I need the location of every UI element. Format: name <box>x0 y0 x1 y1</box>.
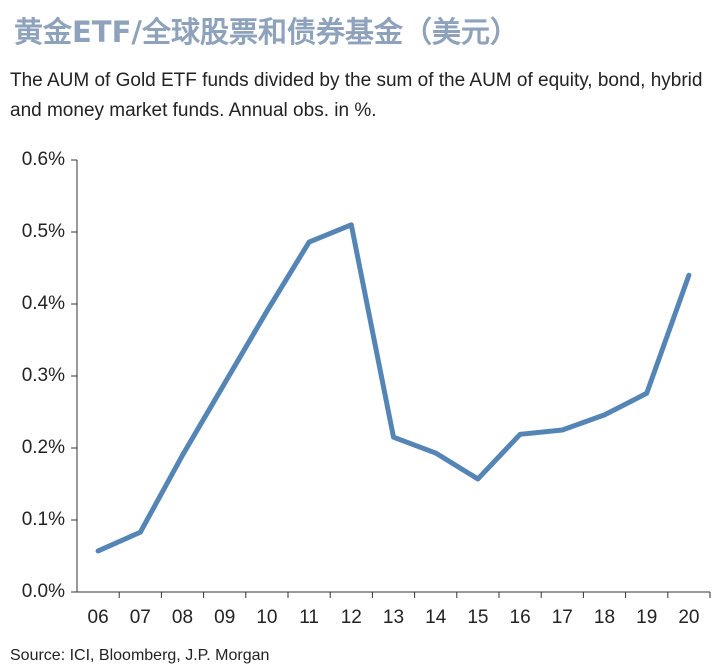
y-tick-label: 0.2% <box>22 437 65 458</box>
x-tick-label: 16 <box>510 607 531 628</box>
y-tick-label: 0.0% <box>22 581 65 602</box>
chart-title: 黄金ETF/全球股票和债券基金（美元） <box>14 15 519 49</box>
x-tick-label: 19 <box>636 607 657 628</box>
x-tick-label: 13 <box>383 607 404 628</box>
x-tick-label: 18 <box>594 607 615 628</box>
x-tick-label: 07 <box>130 607 151 628</box>
x-tick-label: 09 <box>214 607 235 628</box>
x-tick-label: 20 <box>678 607 699 628</box>
y-tick-label: 0.3% <box>22 365 65 386</box>
x-tick-label: 14 <box>425 607 447 628</box>
x-tick-label: 06 <box>88 607 109 628</box>
y-tick-label: 0.5% <box>22 221 65 242</box>
y-tick-label: 0.6% <box>22 149 65 170</box>
source: Source: ICI, Bloomberg, J.P. Morgan <box>10 647 269 664</box>
x-tick-label: 08 <box>172 607 193 628</box>
y-tick-label: 0.4% <box>22 293 65 314</box>
subtitle-box: The AUM of Gold ETF funds divided by the… <box>10 70 703 121</box>
x-tick-label: 15 <box>467 607 488 628</box>
x-tick-label: 12 <box>341 607 362 628</box>
y-tick-label: 0.1% <box>22 509 65 530</box>
chart-subtitle: The AUM of Gold ETF funds divided by the… <box>10 70 703 121</box>
data-line <box>95 222 692 554</box>
x-tick-label: 10 <box>256 607 277 628</box>
x-tick-label: 17 <box>552 607 573 628</box>
x-tick-label: 11 <box>299 607 319 628</box>
